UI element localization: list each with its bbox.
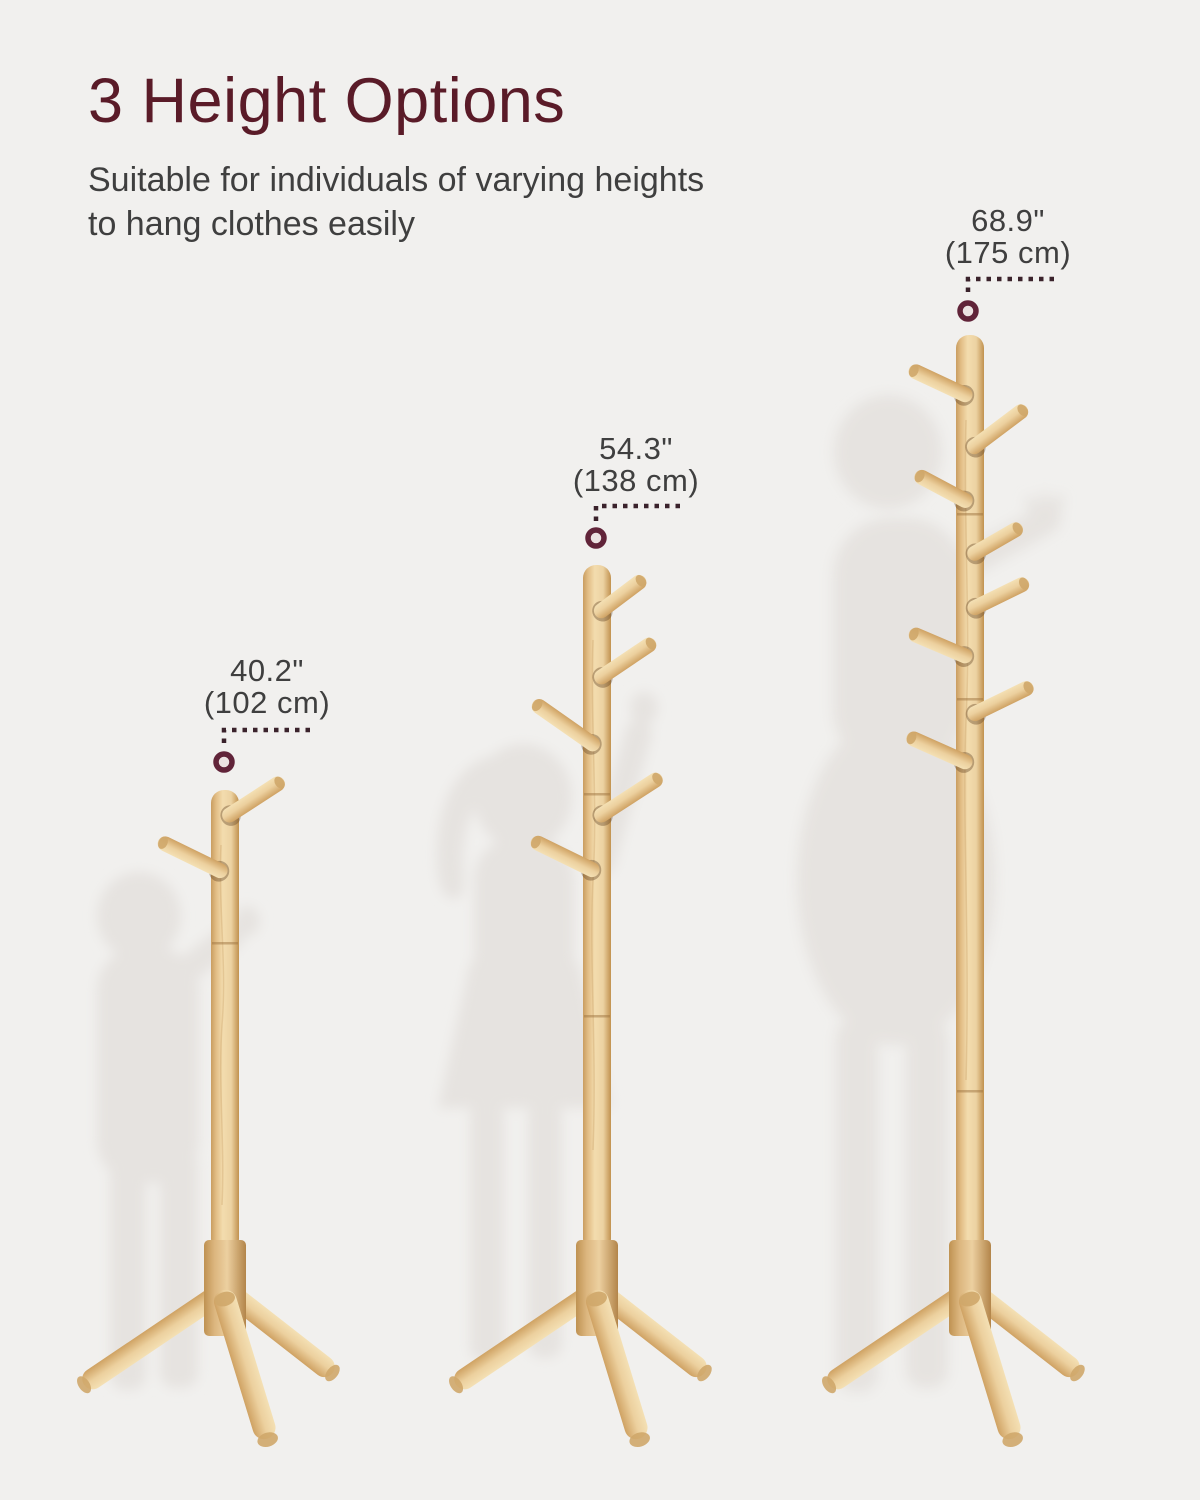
hook-branch — [530, 835, 602, 881]
hook-branch — [157, 836, 230, 882]
hook-branch — [908, 364, 975, 406]
hook-branch — [965, 577, 1030, 619]
page-subtitle: Suitable for individuals of varying heig… — [88, 158, 704, 246]
leader-line — [593, 503, 680, 524]
hook-branch — [906, 731, 975, 773]
hook-branch — [220, 776, 285, 826]
leader-line — [965, 276, 1054, 297]
height-marker-icon — [957, 300, 979, 322]
small-height-cm: (102 cm) — [204, 685, 330, 720]
height-marker-icon — [585, 527, 607, 549]
page-title: 3 Height Options — [88, 66, 566, 136]
height-annotation-small: 40.2" (102 cm) — [204, 653, 330, 773]
coat-rack-medium — [449, 565, 712, 1447]
subtitle-line-2: to hang clothes easily — [88, 205, 415, 244]
ponytail — [436, 756, 502, 899]
medium-height-cm: (138 cm) — [573, 463, 699, 498]
height-annotation-large: 68.9" (175 cm) — [945, 203, 1071, 322]
hook-branch — [531, 699, 602, 755]
large-height-cm: (175 cm) — [945, 235, 1071, 270]
height-annotation-medium: 54.3" (138 cm) — [573, 431, 699, 549]
hook-branch — [592, 574, 647, 622]
hook-branch — [965, 404, 1029, 458]
medium-height-inches: 54.3" — [599, 431, 673, 466]
hook-branch — [592, 772, 663, 826]
small-height-inches: 40.2" — [230, 653, 304, 688]
woman-silhouette — [797, 395, 1064, 1392]
height-marker-icon — [213, 751, 235, 773]
coat-rack-small — [77, 776, 340, 1447]
subtitle-line-1: Suitable for individuals of varying heig… — [88, 161, 705, 200]
large-height-inches: 68.9" — [971, 203, 1045, 238]
hook-branch — [908, 627, 975, 668]
coat-rack-large — [822, 335, 1085, 1447]
hook-branch — [592, 637, 657, 688]
leader-line — [221, 727, 310, 748]
hook-branch — [965, 522, 1023, 565]
hook-branch — [914, 469, 975, 512]
header: 3 Height Options Suitable for individual… — [88, 68, 704, 246]
hook-branch — [965, 681, 1034, 725]
